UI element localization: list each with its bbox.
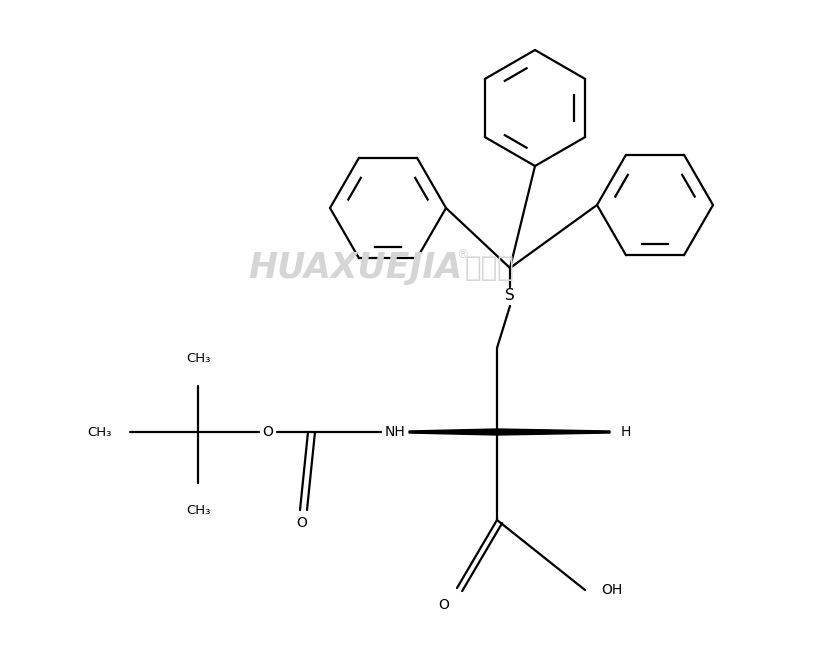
Text: CH₃: CH₃ <box>186 504 211 517</box>
Text: O: O <box>438 598 449 612</box>
Text: H: H <box>621 425 632 439</box>
Text: NH: NH <box>384 425 406 439</box>
Text: CH₃: CH₃ <box>186 352 211 365</box>
Polygon shape <box>497 429 610 435</box>
Text: CH₃: CH₃ <box>87 426 112 438</box>
Text: HUAXUEJIA: HUAXUEJIA <box>248 251 462 285</box>
Text: ®: ® <box>456 248 468 262</box>
Polygon shape <box>409 429 497 435</box>
Text: S: S <box>505 288 515 304</box>
Text: 化学加: 化学加 <box>465 254 515 282</box>
Text: O: O <box>263 425 273 439</box>
Text: OH: OH <box>601 583 623 597</box>
Text: O: O <box>296 516 308 530</box>
